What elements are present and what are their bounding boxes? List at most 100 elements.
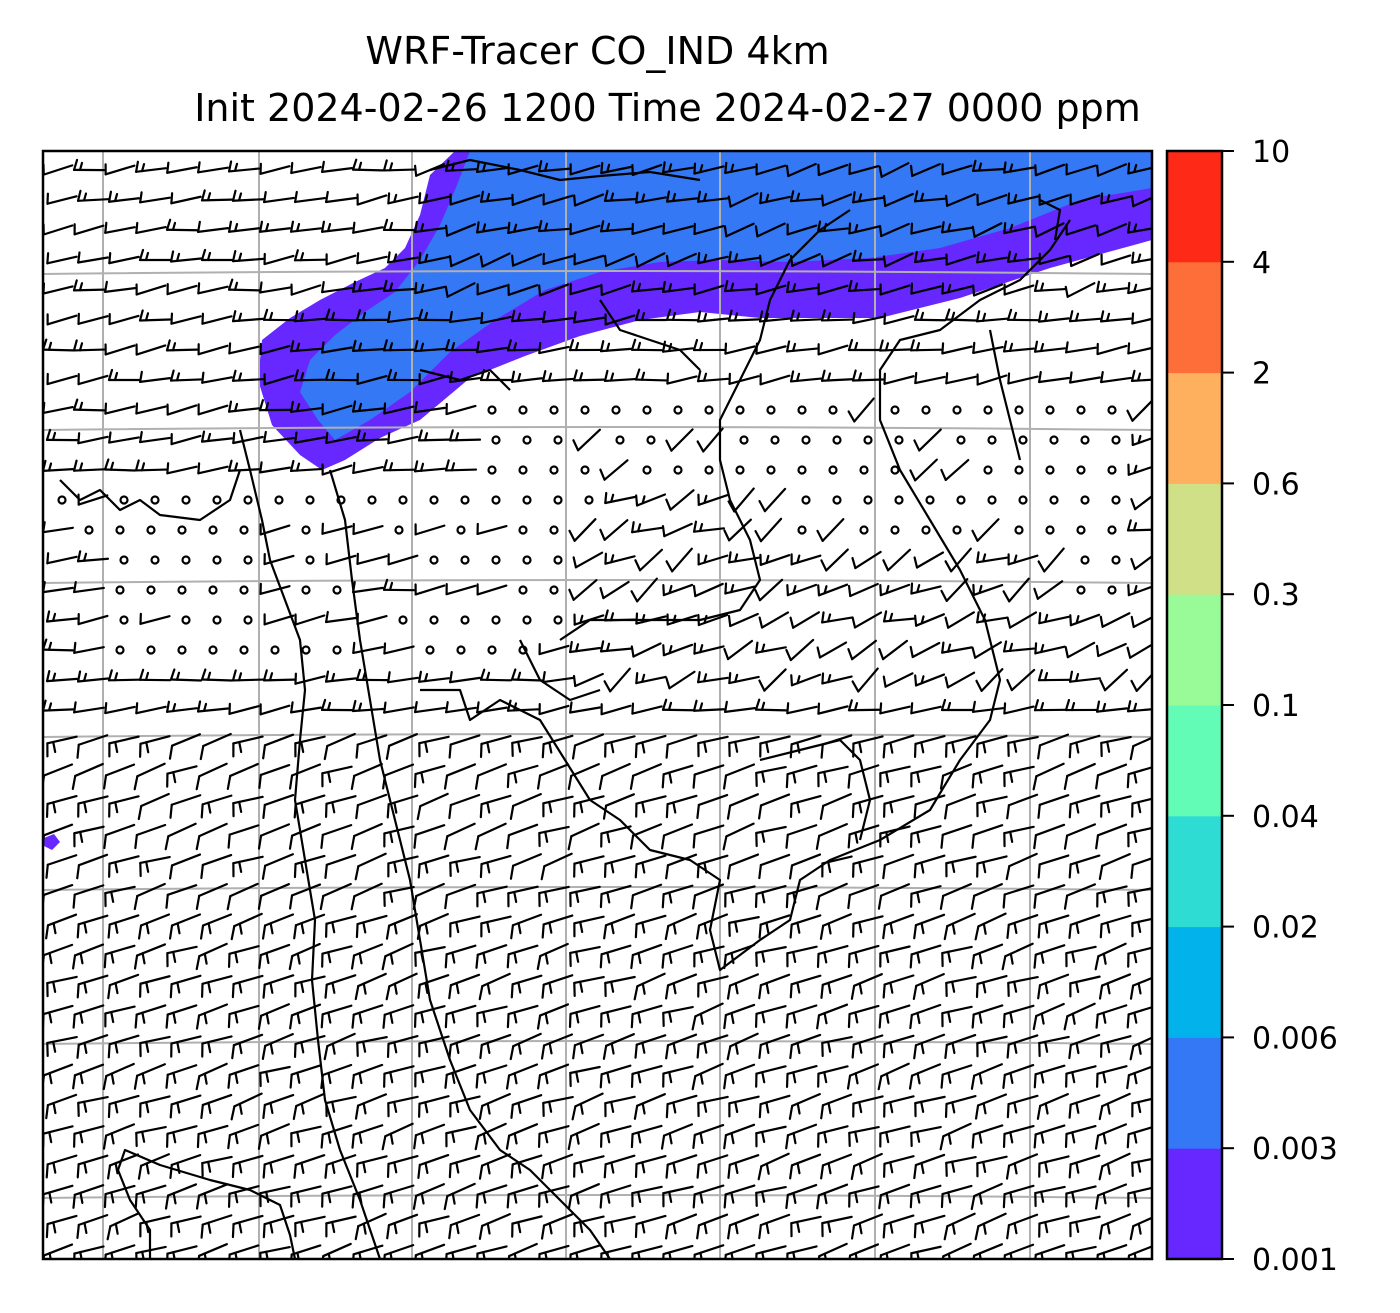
wind-barb: [852, 191, 884, 204]
wind-barb: [474, 1122, 507, 1151]
wind-barb: [604, 313, 636, 326]
wind-barb: [324, 368, 358, 382]
calm-wind-circle: [212, 495, 222, 505]
wind-barb: [414, 523, 446, 536]
wind-barb: [169, 369, 203, 382]
wind-barb: [261, 853, 294, 880]
wind-barb: [790, 1215, 822, 1238]
wind-barb: [418, 192, 450, 205]
wind-barb: [755, 1065, 787, 1088]
wind-barb: [883, 1095, 915, 1118]
calm-wind-circle: [863, 435, 873, 445]
wind-barb: [975, 668, 1004, 692]
wind-barb: [354, 1093, 388, 1120]
wind-barb: [324, 308, 358, 322]
wind-barb: [1098, 1092, 1131, 1121]
calm-wind-circle: [177, 645, 187, 655]
wind-barb: [166, 945, 198, 968]
wind-barb: [387, 855, 419, 878]
calm-wind-circle: [1014, 525, 1024, 535]
wind-barb: [910, 885, 942, 908]
wind-barb: [817, 283, 849, 296]
wind-barb: [230, 1092, 263, 1121]
wind-barb: [602, 793, 635, 820]
wind-barb: [418, 1095, 450, 1118]
wind-barb: [165, 339, 199, 352]
wind-barb: [135, 1125, 167, 1148]
wind-barb: [45, 854, 78, 879]
wind-barb: [351, 699, 385, 713]
wind-barb: [975, 310, 1009, 323]
wind-barb: [166, 765, 198, 788]
wind-barb: [571, 733, 605, 760]
wind-barb: [476, 885, 508, 908]
wind-barb: [476, 1245, 508, 1259]
wind-barb: [294, 431, 326, 444]
wind-barb: [134, 823, 167, 850]
wind-barb: [1130, 195, 1152, 208]
calm-wind-circle: [739, 435, 749, 445]
wind-barb: [754, 222, 786, 238]
wind-barb: [72, 398, 106, 412]
wind-barb: [108, 795, 140, 818]
wind-barb: [386, 1034, 419, 1059]
wind-barb: [288, 883, 322, 910]
wind-barb: [939, 763, 972, 790]
wind-barb: [387, 553, 419, 566]
wind-barb: [1037, 794, 1070, 819]
wind-barb: [104, 343, 136, 356]
wind-barb: [108, 431, 140, 444]
calm-wind-circle: [1018, 495, 1028, 505]
wind-barb: [289, 1003, 322, 1030]
wind-barb: [321, 220, 353, 233]
wind-barb: [479, 794, 512, 819]
wind-barb: [789, 794, 822, 819]
wind-barb: [356, 252, 388, 265]
wind-barb: [356, 1036, 388, 1057]
wind-barb: [572, 672, 604, 688]
wind-barb: [104, 885, 136, 908]
wind-barb: [600, 1245, 632, 1259]
wind-barb: [785, 340, 819, 353]
colorbar-tick-label: 0.3: [1252, 578, 1300, 613]
wind-barb: [759, 373, 791, 386]
wind-barb: [195, 822, 228, 851]
wind-barb: [695, 913, 729, 940]
wind-barb: [1065, 945, 1097, 968]
wind-barb: [1006, 1034, 1039, 1059]
wind-barb: [851, 667, 879, 693]
wind-barb: [325, 1095, 357, 1118]
wind-barb: [321, 945, 353, 968]
wind-barb: [662, 1005, 694, 1028]
wind-barb: [139, 191, 171, 204]
wind-barb: [77, 493, 109, 506]
wind-barb: [418, 1035, 450, 1058]
wind-barb: [758, 1094, 791, 1119]
wind-barb: [754, 578, 784, 602]
wind-barb: [631, 1245, 663, 1259]
wind-barb: [201, 1035, 233, 1058]
calm-wind-circle: [208, 645, 218, 655]
wind-barb: [199, 732, 232, 761]
wind-barb: [1099, 612, 1131, 628]
wind-barb: [848, 162, 880, 176]
wind-barb: [910, 1125, 942, 1148]
wind-barb: [573, 311, 605, 324]
wind-barb: [135, 343, 167, 356]
wind-barb: [227, 1064, 260, 1089]
calm-wind-circle: [890, 405, 900, 415]
wind-barb: [567, 763, 600, 790]
wind-barb: [1038, 370, 1070, 384]
wind-barb: [356, 1155, 388, 1178]
wind-barb: [108, 855, 140, 878]
colorbar-segment: [1167, 926, 1222, 1038]
wind-barb: [1068, 252, 1100, 268]
colorbar-tick-label: 0.02: [1252, 911, 1319, 946]
calm-wind-circle: [1045, 525, 1055, 535]
wind-barb: [1096, 163, 1127, 177]
calm-wind-circle: [673, 465, 683, 475]
wind-barb: [352, 522, 384, 536]
wind-barb: [1033, 222, 1065, 238]
wind-barb: [599, 220, 633, 233]
colorbar-segment: [1167, 815, 1222, 928]
